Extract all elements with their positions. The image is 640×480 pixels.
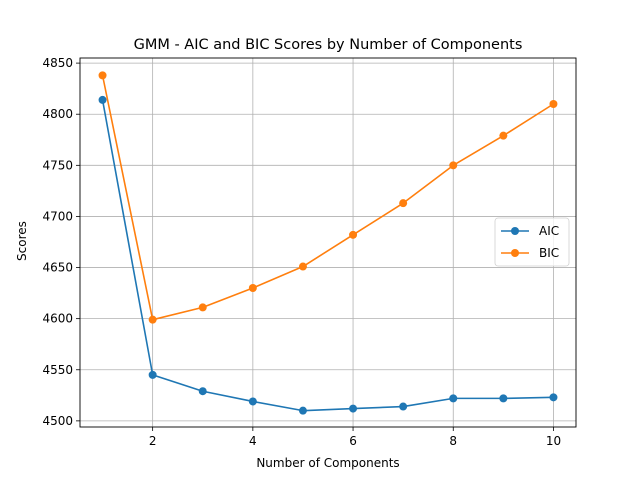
x-tick-label: 4 (249, 434, 257, 448)
y-tick-label: 4750 (42, 158, 73, 172)
bic-point (98, 71, 107, 80)
bic-point (499, 131, 508, 140)
aic-point (349, 404, 358, 413)
legend-item-aic: AIC (501, 224, 559, 238)
bic-line (101, 75, 554, 321)
bic-point (248, 283, 257, 292)
y-axis: 4500 4550 4600 4650 4700 4750 4800 4850 (42, 56, 80, 428)
aic-point (298, 406, 307, 415)
x-axis: 2 4 6 8 10 (149, 427, 561, 448)
chart-title: GMM - AIC and BIC Scores by Number of Co… (134, 37, 523, 53)
x-tick-label: 6 (349, 434, 357, 448)
bic-point (298, 262, 307, 271)
bic-point (549, 99, 558, 108)
plot-frame (79, 57, 577, 428)
x-axis-label: Number of Components (256, 456, 399, 470)
legend-swatch-marker (511, 249, 519, 257)
legend-swatch-marker (511, 227, 519, 235)
y-tick-label: 4850 (42, 56, 73, 70)
y-tick-label: 4700 (42, 209, 73, 223)
x-tick-label: 8 (449, 434, 457, 448)
bic-point (349, 230, 358, 239)
legend-label: AIC (539, 224, 559, 238)
aic-point (248, 397, 257, 406)
aic-point (198, 387, 207, 396)
y-tick-label: 4500 (42, 414, 73, 428)
aic-point (549, 393, 558, 402)
bic-point (198, 303, 207, 312)
y-tick-label: 4600 (42, 312, 73, 326)
bic-point (148, 315, 157, 324)
aic-line (101, 99, 554, 412)
series-bic (98, 71, 558, 324)
y-tick-label: 4550 (42, 363, 73, 377)
series-aic (98, 95, 558, 415)
bic-point (449, 161, 458, 170)
aic-point (399, 402, 408, 411)
aic-point (499, 394, 508, 403)
legend: AIC BIC (494, 217, 570, 267)
y-tick-label: 4650 (42, 261, 73, 275)
aic-point (148, 370, 157, 379)
aic-point (449, 394, 458, 403)
series-layer (98, 71, 558, 415)
legend-label: BIC (539, 246, 559, 260)
x-tick-label: 2 (149, 434, 157, 448)
y-axis-label: Scores (15, 221, 29, 261)
x-tick-label: 10 (546, 434, 561, 448)
aic-point (98, 95, 107, 104)
y-tick-label: 4800 (42, 107, 73, 121)
legend-item-bic: BIC (501, 246, 559, 260)
bic-point (399, 199, 408, 208)
